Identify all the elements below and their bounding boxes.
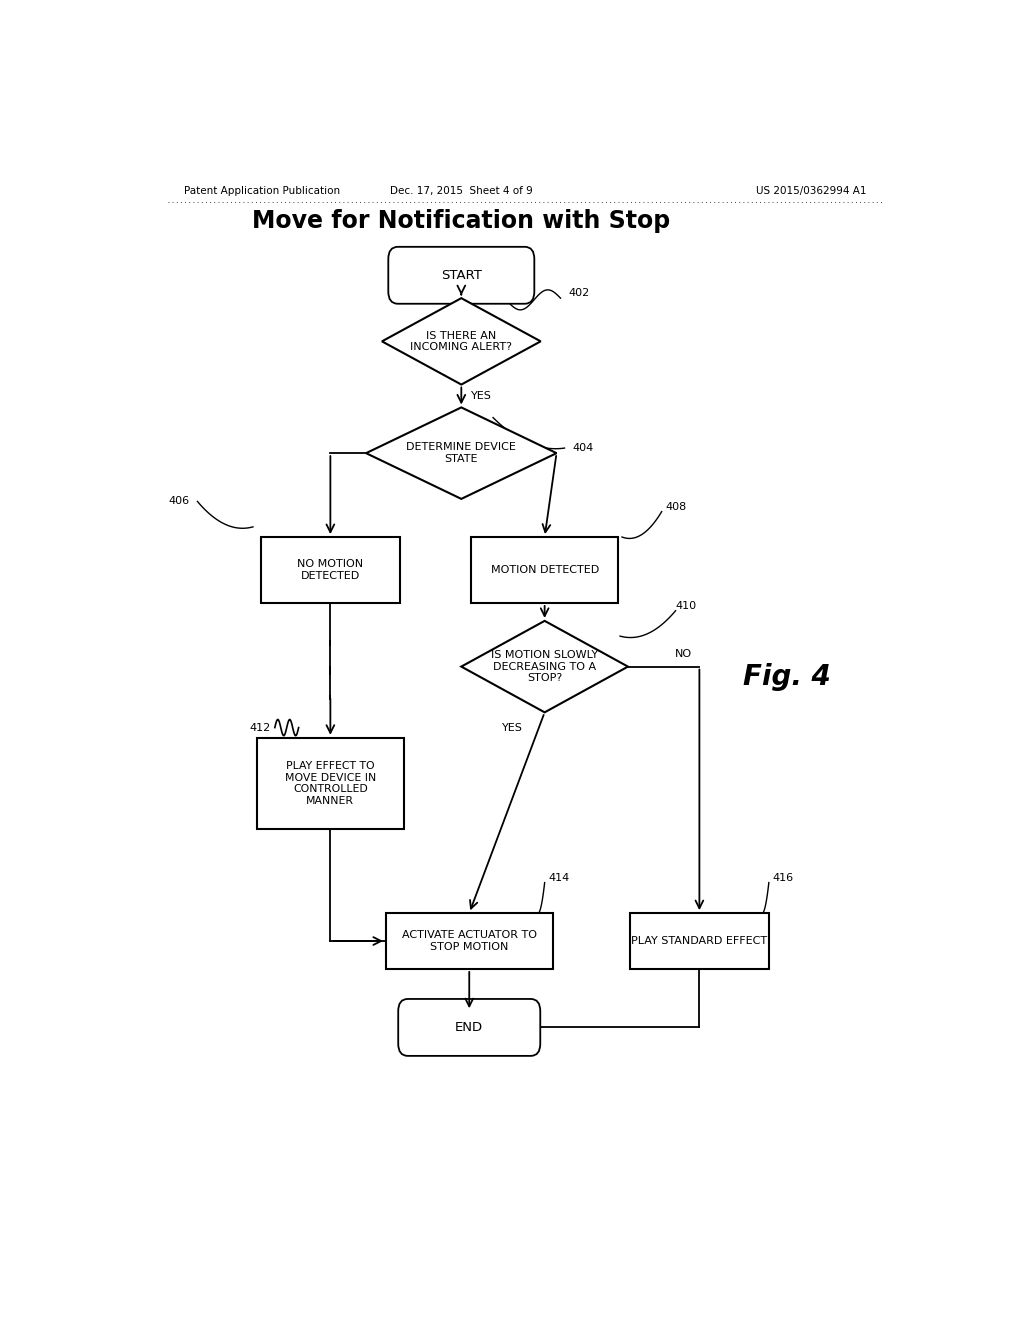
Text: NO MOTION
DETECTED: NO MOTION DETECTED: [297, 560, 364, 581]
Bar: [257, 738, 403, 829]
Text: DETERMINE DEVICE
STATE: DETERMINE DEVICE STATE: [407, 442, 516, 463]
Text: Move for Notification with Stop: Move for Notification with Stop: [252, 210, 671, 234]
Polygon shape: [367, 408, 557, 499]
Text: IS THERE AN
INCOMING ALERT?: IS THERE AN INCOMING ALERT?: [411, 330, 512, 352]
Text: YES: YES: [503, 722, 523, 733]
Text: 404: 404: [572, 444, 594, 453]
FancyBboxPatch shape: [388, 247, 535, 304]
Text: END: END: [456, 1020, 483, 1034]
Text: MOTION DETECTED: MOTION DETECTED: [490, 565, 599, 576]
Polygon shape: [462, 620, 628, 713]
Text: YES: YES: [471, 391, 492, 401]
Bar: [261, 537, 399, 603]
Text: 402: 402: [568, 288, 590, 298]
Text: US 2015/0362994 A1: US 2015/0362994 A1: [756, 186, 866, 195]
Text: Fig. 4: Fig. 4: [742, 663, 830, 690]
Bar: [386, 913, 553, 969]
Text: 412: 412: [250, 722, 270, 733]
Bar: [630, 913, 769, 969]
Text: ACTIVATE ACTUATOR TO
STOP MOTION: ACTIVATE ACTUATOR TO STOP MOTION: [401, 931, 537, 952]
Text: PLAY STANDARD EFFECT: PLAY STANDARD EFFECT: [632, 936, 767, 946]
Bar: [471, 537, 618, 603]
Text: 408: 408: [666, 502, 687, 512]
Text: NO: NO: [675, 649, 692, 660]
FancyBboxPatch shape: [398, 999, 541, 1056]
Text: 410: 410: [676, 601, 696, 611]
Text: 416: 416: [773, 873, 794, 883]
Text: PLAY EFFECT TO
MOVE DEVICE IN
CONTROLLED
MANNER: PLAY EFFECT TO MOVE DEVICE IN CONTROLLED…: [285, 762, 376, 807]
Text: Dec. 17, 2015  Sheet 4 of 9: Dec. 17, 2015 Sheet 4 of 9: [390, 186, 532, 195]
Text: 406: 406: [168, 496, 189, 507]
Text: START: START: [441, 269, 481, 281]
Text: IS MOTION SLOWLY
DECREASING TO A
STOP?: IS MOTION SLOWLY DECREASING TO A STOP?: [492, 649, 598, 684]
Text: Patent Application Publication: Patent Application Publication: [183, 186, 340, 195]
Polygon shape: [382, 298, 541, 384]
Text: 414: 414: [549, 873, 570, 883]
